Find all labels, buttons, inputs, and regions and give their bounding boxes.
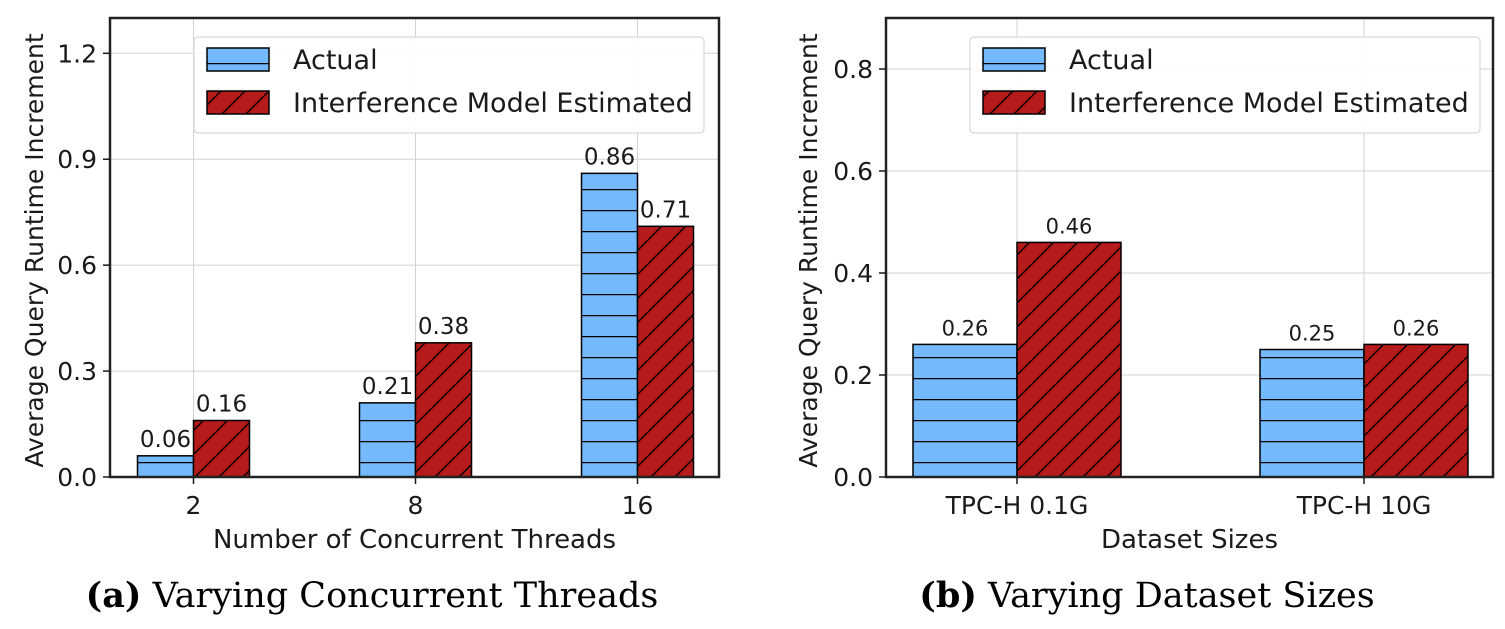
bar-value-label: 0.38 [418, 314, 469, 340]
y-axis-label: Average Query Runtime Increment [794, 33, 823, 468]
y-tick-label: 0.4 [833, 259, 873, 288]
bar-hatch [1363, 343, 1469, 478]
bar-value-label: 0.25 [1289, 322, 1336, 346]
y-tick-label: 0.3 [57, 357, 97, 386]
legend-label-interference-model-estimated: Interference Model Estimated [293, 88, 693, 119]
bar-hatch [580, 172, 639, 478]
bar-hatch [358, 402, 417, 478]
x-tick-label: TPC-H 10G [1296, 491, 1432, 520]
bar-value-label: 0.86 [584, 144, 635, 170]
y-tick-label: 0.6 [57, 251, 97, 280]
plot-frame [108, 16, 721, 479]
bar-hatch [1016, 241, 1122, 478]
bar-value-label: 0.26 [942, 316, 989, 340]
axis-ticks: 0.0 0.3 0.6 0.9 1.2 2 8 16 [57, 39, 653, 520]
x-tick-label: 16 [622, 491, 654, 520]
legend-label-interference-model-estimated: Interference Model Estimated [1069, 88, 1469, 119]
legend-swatch-hatch [206, 90, 270, 115]
x-axis-label: Number of Concurrent Threads [213, 525, 616, 555]
bar-hatch [136, 455, 195, 478]
bar-value-label: 0.16 [196, 392, 247, 418]
legend-box [193, 36, 705, 134]
bar-value-labels: 0.06 0.21 0.86 0.16 0.38 0.71 [140, 144, 691, 452]
bar-hatch [912, 343, 1018, 478]
y-tick-label: 0.8 [833, 55, 873, 84]
x-tick-label: TPC-H 0.1G [945, 491, 1089, 520]
y-tick-label: 0.9 [57, 145, 97, 174]
bar-value-labels: 0.26 0.25 0.46 0.26 [942, 214, 1440, 345]
y-tick-label: 0.6 [833, 157, 873, 186]
y-axis-label: Average Query Runtime Increment [20, 33, 49, 468]
bar-value-label: 0.46 [1046, 214, 1093, 238]
legend: Actual Interference Model Estimated [193, 36, 705, 134]
caption-text: Varying Dataset Sizes [977, 576, 1375, 616]
legend-box [969, 36, 1481, 134]
legend-swatch-hatch [206, 47, 270, 72]
x-axis-label: Dataset Sizes [1101, 525, 1278, 555]
chart-varying-threads: 0.0 0.3 0.6 0.9 1.2 2 8 16 0.06 0.21 0.86 0.16 0.38… [20, 16, 721, 616]
bar-value-label: 0.71 [640, 197, 691, 223]
bar-hatch [1259, 348, 1365, 478]
x-tick-label: 2 [186, 491, 202, 520]
panel-caption-b: (b) Varying Dataset Sizes [919, 575, 1374, 616]
legend-label-actual: Actual [1069, 45, 1154, 76]
y-tick-label: 1.2 [57, 39, 97, 68]
legend-swatch-hatch [982, 90, 1046, 115]
bars [912, 241, 1469, 478]
y-tick-label: 0.2 [833, 361, 873, 390]
y-tick-label: 0.0 [57, 463, 97, 492]
caption-text: Varying Concurrent Threads [141, 576, 658, 616]
legend-swatch-hatch [982, 47, 1046, 72]
bar-hatch [636, 225, 695, 478]
bar-value-label: 0.21 [362, 374, 413, 400]
panel-caption-a: (a) Varying Concurrent Threads [86, 575, 659, 616]
y-tick-label: 0.0 [833, 463, 873, 492]
x-tick-label: 8 [408, 491, 424, 520]
axis-ticks: 0.0 0.2 0.4 0.6 0.8 TPC-H 0.1G TPC-H 10G [833, 55, 1431, 520]
caption-letter: (b) [919, 575, 977, 616]
bar-hatch [414, 342, 473, 478]
caption-letter: (a) [86, 575, 142, 616]
bar-value-label: 0.06 [140, 427, 191, 453]
plot-frame [884, 16, 1495, 479]
bars [136, 172, 695, 478]
legend-label-actual: Actual [293, 45, 378, 76]
bar-hatch [192, 419, 251, 478]
legend: Actual Interference Model Estimated [969, 36, 1481, 134]
bar-value-label: 0.26 [1393, 316, 1440, 340]
